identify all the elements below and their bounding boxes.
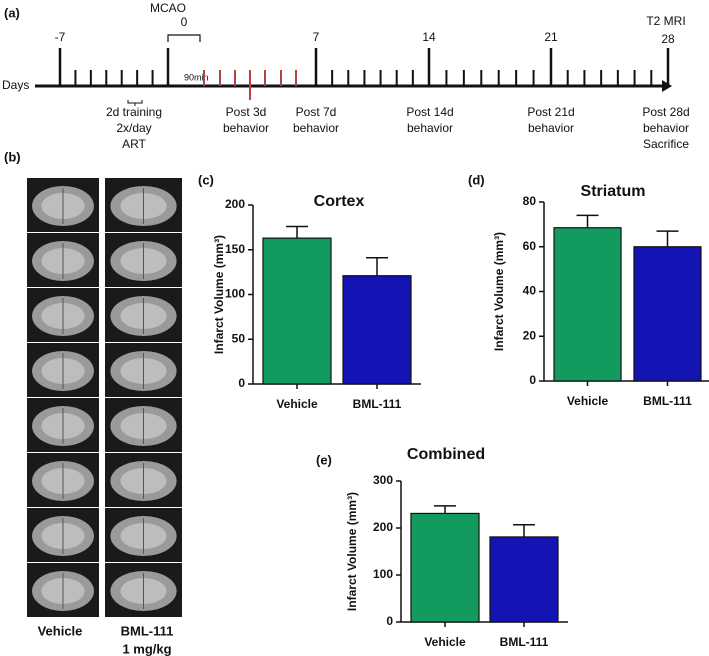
y-tick-label: 200 bbox=[225, 197, 245, 211]
timeline-event: Post 28d bbox=[642, 105, 689, 119]
error-bar bbox=[513, 523, 535, 537]
y-tick-label: 100 bbox=[225, 287, 245, 301]
image-label: BML-111 bbox=[121, 623, 174, 638]
timeline-event: Post 14d bbox=[406, 105, 453, 119]
timeline-event: behavior bbox=[407, 121, 453, 135]
y-tick-label: 0 bbox=[386, 614, 393, 628]
error-bar bbox=[434, 505, 456, 514]
timeline-day-label: 14 bbox=[422, 30, 436, 44]
timeline-day-label: 7 bbox=[313, 30, 320, 44]
y-tick-label: 80 bbox=[523, 194, 537, 208]
timeline-event: behavior bbox=[643, 121, 689, 135]
chart-title: Cortex bbox=[314, 193, 365, 210]
image-label: 1 mg/kg bbox=[122, 641, 171, 656]
y-tick-label: 0 bbox=[238, 376, 245, 390]
y-tick-label: 0 bbox=[529, 373, 536, 387]
timeline-event: behavior bbox=[223, 121, 269, 135]
panel-label: (b) bbox=[4, 149, 21, 164]
bar bbox=[410, 512, 480, 623]
timeline-event: Post 7d bbox=[296, 105, 337, 119]
x-tick-label: BML-111 bbox=[353, 397, 402, 411]
chart-title: Striatum bbox=[581, 183, 646, 200]
timeline-axis-label: Days bbox=[2, 78, 29, 92]
x-tick-label: BML-111 bbox=[643, 394, 692, 408]
timeline-day-label: 21 bbox=[544, 30, 558, 44]
bar bbox=[342, 275, 412, 385]
timeline-day-label: 0 bbox=[181, 15, 188, 29]
image-label: Vehicle bbox=[38, 623, 83, 638]
timeline-interval: 90min bbox=[184, 72, 209, 82]
error-bar bbox=[366, 257, 388, 276]
y-axis-label: Infarct Volume (mm³) bbox=[492, 232, 506, 351]
y-tick-label: 100 bbox=[373, 567, 393, 581]
y-tick-label: 20 bbox=[523, 328, 537, 342]
panel-label: (c) bbox=[198, 172, 214, 187]
bar bbox=[262, 237, 332, 385]
timeline-event: Sacrifice bbox=[643, 137, 689, 151]
x-tick-label: BML-111 bbox=[500, 635, 549, 649]
error-bar bbox=[286, 225, 308, 239]
y-tick-label: 50 bbox=[232, 331, 246, 345]
bar bbox=[553, 227, 622, 382]
chart-title: Combined bbox=[407, 446, 485, 463]
timeline-event: behavior bbox=[293, 121, 339, 135]
bracket bbox=[167, 34, 201, 42]
bar bbox=[633, 246, 702, 382]
timeline-event: 2d training bbox=[106, 105, 162, 119]
panel-label: (d) bbox=[468, 172, 485, 187]
timeline-mri: T2 MRI bbox=[646, 14, 685, 28]
y-tick-label: 40 bbox=[523, 284, 537, 298]
y-axis-label: Infarct Volume (mm³) bbox=[345, 492, 359, 611]
error-bar bbox=[576, 214, 599, 228]
timeline-day-label: -7 bbox=[55, 30, 66, 44]
x-tick-label: Vehicle bbox=[276, 397, 318, 411]
bar bbox=[489, 536, 559, 623]
x-tick-label: Vehicle bbox=[424, 635, 466, 649]
bracket bbox=[127, 100, 143, 106]
panel-label: (a) bbox=[4, 5, 20, 20]
timeline-event: 2x/day bbox=[116, 121, 151, 135]
y-tick-label: 200 bbox=[373, 520, 393, 534]
y-tick-label: 150 bbox=[225, 242, 245, 256]
timeline-event: behavior bbox=[528, 121, 574, 135]
timeline-event: Post 3d bbox=[226, 105, 267, 119]
panel-label: (e) bbox=[316, 452, 332, 467]
error-bar bbox=[656, 230, 679, 247]
y-tick-label: 60 bbox=[523, 239, 537, 253]
y-axis-label: Infarct Volume (mm³) bbox=[212, 235, 226, 354]
timeline-event: ART bbox=[122, 137, 146, 151]
timeline-mcao: MCAO bbox=[150, 1, 186, 15]
y-tick-label: 300 bbox=[373, 473, 393, 487]
x-tick-label: Vehicle bbox=[567, 394, 609, 408]
timeline-day-label: 28 bbox=[661, 32, 675, 46]
timeline-event: Post 21d bbox=[527, 105, 574, 119]
